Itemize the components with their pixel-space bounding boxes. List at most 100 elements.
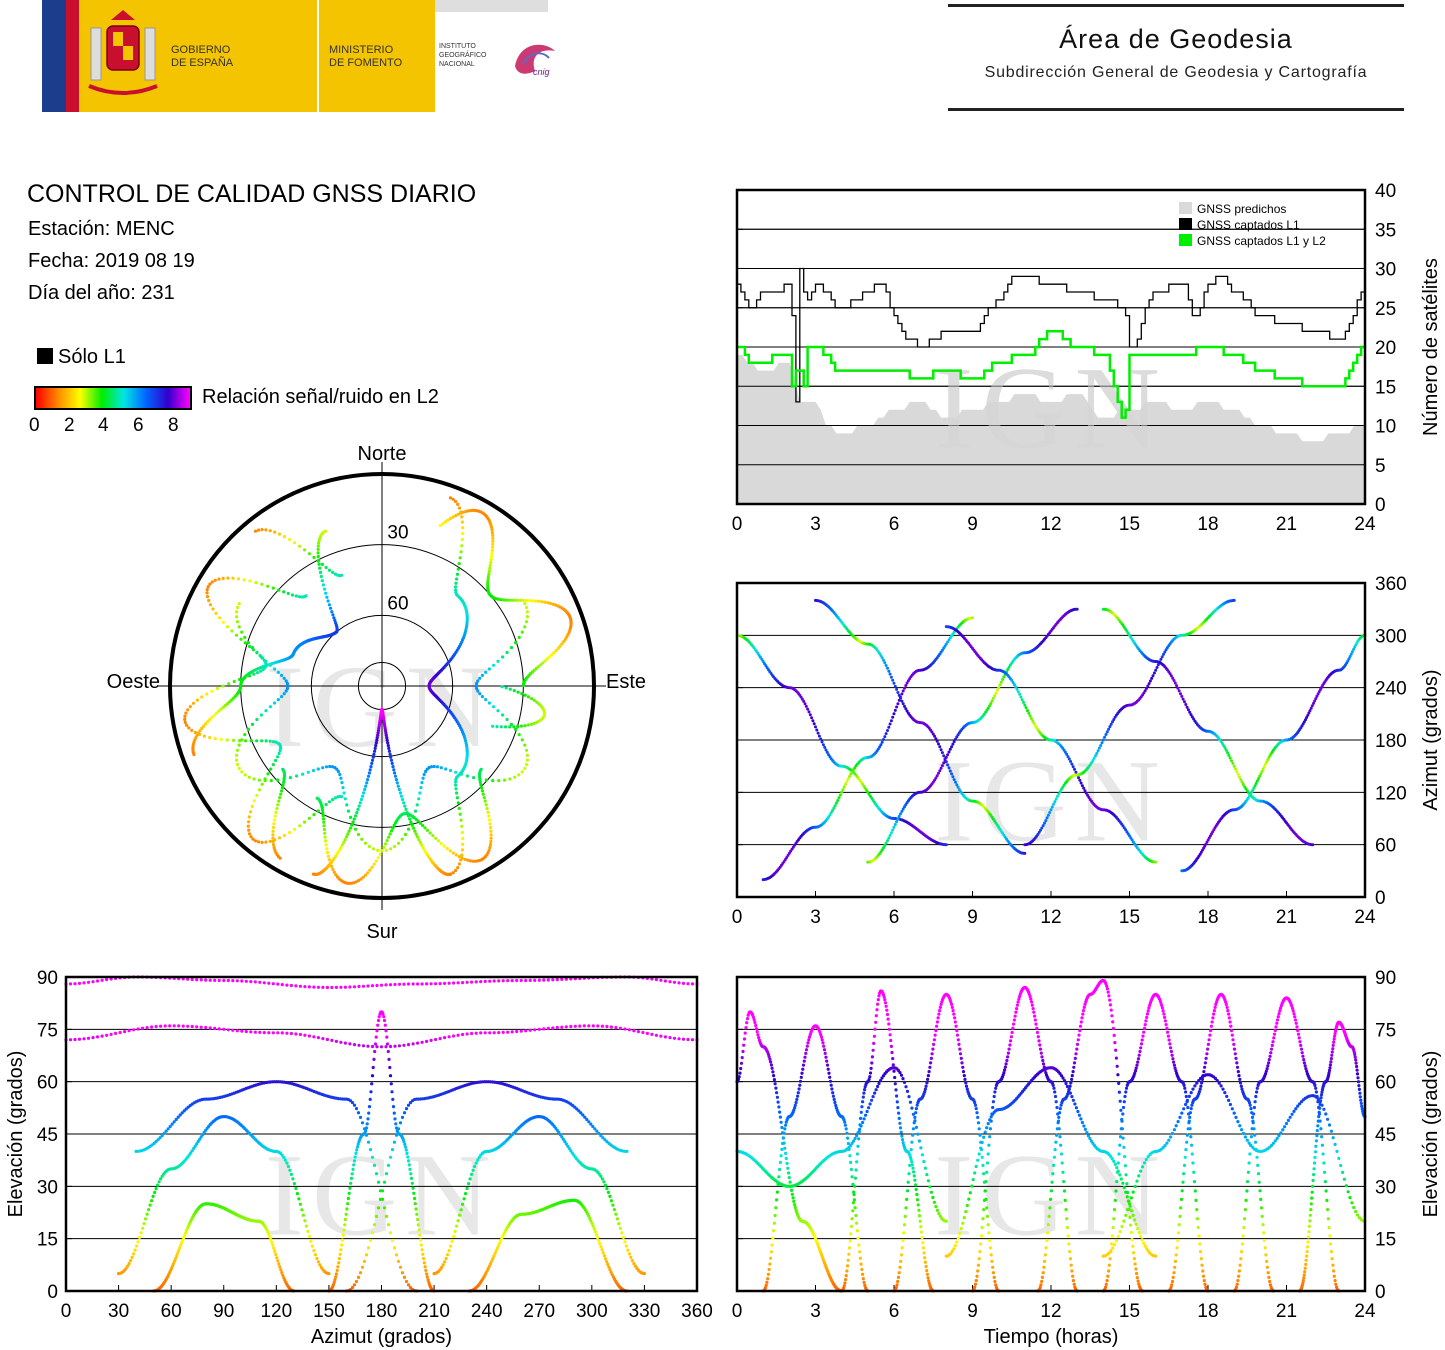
elevation-vs-time-track-point <box>796 1091 800 1095</box>
azimuth-vs-time-xtick: 24 <box>1354 907 1376 928</box>
skyplot-track-point <box>461 526 465 530</box>
elevation-vs-time-track-point <box>1003 1068 1007 1072</box>
azimuth-vs-time-track-point <box>1041 824 1045 828</box>
elevation-vs-azimuth-track-point <box>366 1246 371 1250</box>
legend-label-2: GNSS captados L1 y L2 <box>1197 234 1326 248</box>
elevation-vs-time-track-point <box>830 1087 834 1091</box>
elevation-vs-time-track-point <box>794 1100 798 1105</box>
azimuth-vs-time-track-point <box>833 804 837 808</box>
elevation-vs-time-track-point <box>1354 1058 1358 1062</box>
elevation-vs-azimuth-track-point <box>174 1117 178 1122</box>
elevation-vs-time-track-point <box>1037 1039 1041 1043</box>
elevation-vs-time-track-point <box>1355 1072 1360 1076</box>
skyplot-track-point <box>282 590 286 594</box>
azimuth-vs-time-track-point <box>1033 724 1037 728</box>
elevation-vs-time-track-point <box>961 1070 966 1074</box>
elevation-vs-time-track-point <box>1049 1197 1053 1201</box>
azimuth-vs-time-track-point <box>1146 684 1150 688</box>
header-bottom-rule <box>948 108 1404 111</box>
elevation-vs-time-track-point <box>1014 1010 1018 1014</box>
elevation-vs-time-track-point <box>873 1027 877 1031</box>
elevation-vs-time-xtick: 18 <box>1197 1301 1218 1322</box>
skyplot-track-point <box>243 641 247 645</box>
elevation-vs-time-track-point <box>1265 1259 1269 1263</box>
elevation-vs-azimuth-track-point <box>382 1206 387 1210</box>
elevation-vs-time-track-point <box>904 1206 908 1210</box>
azimuth-vs-time-track-point <box>1074 770 1078 774</box>
elevation-vs-azimuth-track-point <box>626 1248 630 1252</box>
elevation-vs-azimuth-track-point <box>267 981 271 985</box>
elevation-vs-time-track-point <box>775 1095 780 1099</box>
elevation-vs-time-track-point <box>1243 1208 1247 1212</box>
azimuth-vs-time-track-point <box>944 755 948 759</box>
elevation-vs-time-track-point <box>1247 1141 1251 1145</box>
elevation-vs-azimuth-track-point <box>528 1028 532 1032</box>
azimuth-vs-time-track-point <box>834 801 838 805</box>
elevation-vs-azimuth-track-point <box>499 1239 503 1243</box>
azimuth-vs-time-track-point <box>1171 676 1175 680</box>
elevation-vs-time-track-point <box>1074 1052 1078 1056</box>
elevation-vs-time-track-point <box>856 1131 860 1135</box>
elevation-vs-time-track-point <box>994 1283 998 1287</box>
elevation-vs-time-track-point <box>781 1141 785 1146</box>
skyplot-track-point <box>208 582 212 586</box>
elevation-vs-azimuth-track-point <box>396 1259 401 1263</box>
legend-swatch-1 <box>1179 218 1192 230</box>
azimuth-vs-time-track-point <box>1162 652 1165 656</box>
elevation-vs-azimuth-track-point <box>303 1033 307 1037</box>
elevation-vs-time-track-point <box>923 1087 928 1091</box>
elevation-vs-time-track-point <box>1316 1097 1320 1101</box>
area-header: Área de Geodesia Subdirección General de… <box>948 4 1404 112</box>
elevation-vs-time-track-point <box>1286 1118 1290 1122</box>
skyplot-track-point <box>247 832 252 836</box>
elevation-vs-time-track-point <box>908 1163 912 1167</box>
elevation-vs-time-track-point <box>804 1048 809 1052</box>
elevation-vs-time-track-point <box>853 1184 857 1188</box>
azimuth-vs-time-track-point <box>893 684 897 688</box>
elevation-vs-azimuth-track-point <box>441 1263 445 1267</box>
elevation-vs-time-track-point <box>1116 1234 1120 1238</box>
elevation-vs-time-track-point <box>847 1252 851 1256</box>
elevation-vs-time-track-point <box>960 1061 964 1065</box>
elevation-vs-time-track-point <box>1288 1115 1292 1119</box>
elevation-vs-azimuth-track-point <box>602 1254 607 1258</box>
elevation-vs-azimuth-track-point <box>420 982 424 986</box>
elevation-vs-time-track-point <box>1230 1107 1234 1111</box>
elevation-vs-time-track-point <box>1249 1107 1253 1111</box>
azimuth-vs-time-track-point <box>948 747 952 751</box>
elevation-vs-time-track-point <box>783 1146 787 1150</box>
elevation-vs-time-track-point <box>1069 1081 1073 1085</box>
l1-only-swatch <box>37 348 53 364</box>
azimuth-vs-time-track-point <box>892 712 896 716</box>
elevation-vs-azimuth-track-point <box>394 1122 398 1126</box>
skyplot-track-point <box>303 820 307 824</box>
elevation-vs-time-track-point <box>1266 1271 1270 1275</box>
elevation-vs-time-track-point <box>1224 1002 1228 1007</box>
elevation-vs-time-track-point <box>1123 1164 1127 1168</box>
skyplot-track-point <box>200 695 204 699</box>
elevation-vs-time-track-point <box>915 1192 919 1197</box>
elevation-vs-time-track-point <box>1009 1039 1013 1043</box>
elevation-vs-azimuth-track-point <box>382 1018 387 1023</box>
skyplot-track-point <box>300 595 304 599</box>
elevation-vs-azimuth-track-point <box>339 1040 343 1044</box>
elevation-vs-azimuth-track-point <box>488 1031 492 1035</box>
skyplot-track-point <box>331 798 335 802</box>
azimuth-vs-time-track-point <box>892 825 896 829</box>
elevation-vs-time-track-point <box>1064 1081 1068 1086</box>
elevation-vs-azimuth-track-point <box>587 1214 591 1218</box>
elevation-vs-time-track-point <box>1067 1088 1071 1092</box>
azimuth-vs-time-track-point <box>1084 791 1088 795</box>
elevation-vs-azimuth-track-point <box>361 1044 366 1048</box>
elevation-vs-time-track-point <box>977 1152 981 1156</box>
elevation-vs-time-track-point <box>1350 1201 1354 1205</box>
azimuth-vs-time-track-point <box>1159 657 1163 661</box>
skyplot-track-point <box>282 676 286 680</box>
azimuth-vs-time-track-point <box>845 780 849 784</box>
elevation-vs-time-track-point <box>1085 1131 1089 1135</box>
elevation-vs-time-track-point <box>856 1144 860 1148</box>
elevation-vs-azimuth-track-point <box>623 1027 627 1031</box>
azimuth-vs-time-track-point <box>1097 746 1101 750</box>
skyplot-track-point <box>461 531 465 536</box>
elevation-vs-azimuth-track-point <box>306 1229 310 1233</box>
